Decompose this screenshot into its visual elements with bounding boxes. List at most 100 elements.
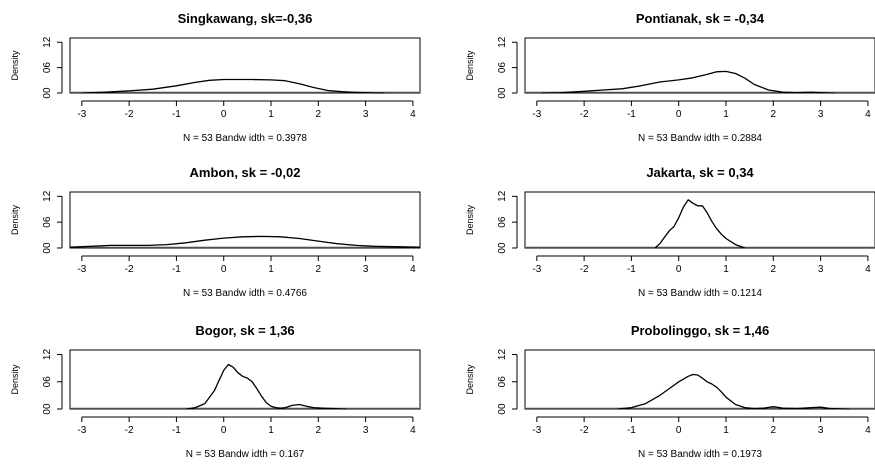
x-tick-label: -2 [580,264,589,275]
plot-frame [69,37,421,94]
x-tick-label: 4 [410,264,416,275]
x-tick-label: -1 [627,264,636,275]
y-tick-label: 06 [42,216,53,228]
y-tick-label: 00 [497,87,508,99]
x-axis-label: N = 53 Bandw idth = 0.167 [186,449,305,459]
y-tick-label: 06 [42,376,53,388]
y-axis-label: Density [10,364,20,395]
x-tick-label: 3 [363,264,369,275]
x-tick-label: 2 [316,109,322,120]
y-axis-label: Density [10,50,20,81]
x-tick-label: 1 [723,109,729,120]
x-tick-label: 4 [410,109,416,120]
x-tick-label: -3 [532,425,541,436]
panel-title: Jakarta, sk = 0,34 [646,165,754,180]
x-tick-label: -3 [77,264,86,275]
x-tick-label: -3 [77,425,86,436]
x-tick-label: 1 [268,425,274,436]
x-tick-label: 4 [865,109,871,120]
y-tick-label: 06 [497,216,508,228]
x-axis-label: N = 53 Bandw idth = 0.2884 [638,133,762,144]
x-tick-label: -2 [125,109,134,120]
y-tick-label: 12 [497,36,508,48]
panel-title: Probolinggo, sk = 1,46 [631,323,769,338]
x-tick-label: -2 [580,425,589,436]
x-tick-label: 1 [723,425,729,436]
y-tick-label: 12 [497,190,508,202]
x-tick-label: 2 [316,425,322,436]
y-tick-label: 06 [497,62,508,74]
y-tick-label: 12 [42,36,53,48]
x-tick-label: -3 [77,109,86,120]
x-tick-label: 0 [221,264,227,275]
panel-title: Singkawang, sk=-0,36 [178,11,313,26]
x-tick-label: 2 [316,264,322,275]
plot-frame [69,191,421,249]
y-tick-label: 12 [42,190,53,202]
x-tick-label: 0 [676,109,682,120]
x-tick-label: -1 [172,264,181,275]
x-tick-label: -2 [125,425,134,436]
density-curve-1 [185,363,347,410]
x-tick-label: -1 [627,109,636,120]
x-tick-label: 1 [723,264,729,275]
x-tick-label: -2 [580,109,589,120]
y-axis-label: Density [465,204,475,235]
density-curve-1 [541,70,835,94]
x-axis-label: N = 53 Bandw idth = 0.1973 [638,449,762,459]
x-axis-label: N = 53 Bandw idth = 0.1214 [638,288,762,299]
x-tick-label: 3 [818,264,824,275]
x-tick-label: 2 [771,425,777,436]
x-tick-label: 0 [221,109,227,120]
y-tick-label: 00 [497,403,508,415]
x-tick-label: 1 [268,264,274,275]
x-tick-label: 3 [818,425,824,436]
x-tick-label: 3 [818,109,824,120]
y-axis-label: Density [465,364,475,395]
y-tick-label: 12 [42,349,53,361]
density-curve-1 [617,373,850,410]
x-axis-label: N = 53 Bandw idth = 0.4766 [183,288,307,299]
x-tick-label: 2 [771,109,777,120]
x-tick-label: 4 [865,264,871,275]
x-tick-label: 4 [410,425,416,436]
y-axis-label: Density [465,50,475,81]
y-tick-label: 12 [497,349,508,361]
x-tick-label: -3 [532,264,541,275]
plot-frame [69,349,421,410]
y-tick-label: 00 [42,403,53,415]
panel-title: Pontianak, sk = -0,34 [636,11,765,26]
density-curve-1 [654,199,746,249]
x-tick-label: 3 [363,425,369,436]
panel-title: Bogor, sk = 1,36 [195,323,294,338]
x-tick-label: -1 [627,425,636,436]
x-tick-label: 3 [363,109,369,120]
plot-frame [524,349,875,410]
density-curve-1 [81,78,385,94]
y-tick-label: 06 [497,376,508,388]
y-axis-label: Density [10,204,20,235]
x-axis-label: N = 53 Bandw idth = 0.3978 [183,133,307,144]
x-tick-label: -2 [125,264,134,275]
x-tick-label: -1 [172,109,181,120]
x-tick-label: 1 [268,109,274,120]
x-tick-label: 0 [676,264,682,275]
x-tick-label: 0 [221,425,227,436]
y-tick-label: 00 [42,87,53,99]
y-tick-label: 00 [497,242,508,254]
y-tick-label: 00 [42,242,53,254]
x-tick-label: 4 [865,425,871,436]
x-tick-label: -1 [172,425,181,436]
panel-title: Ambon, sk = -0,02 [190,165,301,180]
x-tick-label: -3 [532,109,541,120]
plot-frame [524,191,875,249]
x-tick-label: 0 [676,425,682,436]
